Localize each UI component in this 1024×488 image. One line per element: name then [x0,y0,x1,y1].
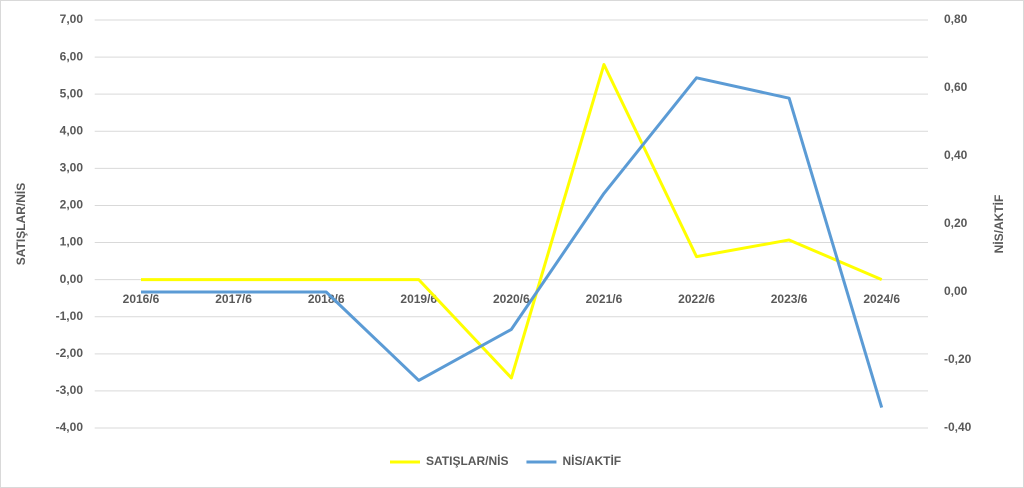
y-tick-label: 2,00 [60,198,84,212]
x-tick-label: 2020/6 [493,292,530,306]
y-tick-label: -4,00 [56,420,84,434]
y2-axis-title: NİS/AKTİF [991,195,1006,254]
y-axis-title: SATIŞLAR/NİS [13,183,28,265]
y2-tick-label: 0,80 [944,12,968,26]
x-tick-label: 2023/6 [771,292,808,306]
x-tick-label: 2024/6 [863,292,900,306]
y-tick-label: 1,00 [60,235,84,249]
x-tick-label: 2016/6 [123,292,160,306]
y-tick-label: -3,00 [56,383,84,397]
y-tick-label: 4,00 [60,123,84,137]
y-tick-label: 0,00 [60,272,84,286]
y-tick-label: -2,00 [56,346,84,360]
series-line [140,63,883,380]
y2-tick-label: 0,00 [944,284,968,298]
y2-tick-label: 0,20 [944,216,968,230]
x-tick-label: 2019/6 [400,292,437,306]
y-tick-label: -1,00 [56,309,84,323]
y-tick-label: 3,00 [60,161,84,175]
legend-label: SATIŞLAR/NİS [426,453,508,468]
x-tick-label: 2022/6 [678,292,715,306]
y-tick-label: 7,00 [60,12,84,26]
x-tick-label: 2017/6 [215,292,252,306]
y2-tick-label: 0,40 [944,148,968,162]
y2-tick-label: 0,60 [944,80,968,94]
y2-tick-label: -0,40 [944,420,972,434]
legend-label: NİS/AKTİF [562,453,621,468]
series-line [140,76,884,409]
x-tick-label: 2021/6 [586,292,623,306]
y2-tick-label: -0,20 [944,352,972,366]
y-tick-label: 6,00 [60,49,84,63]
y-tick-label: 5,00 [60,86,84,100]
